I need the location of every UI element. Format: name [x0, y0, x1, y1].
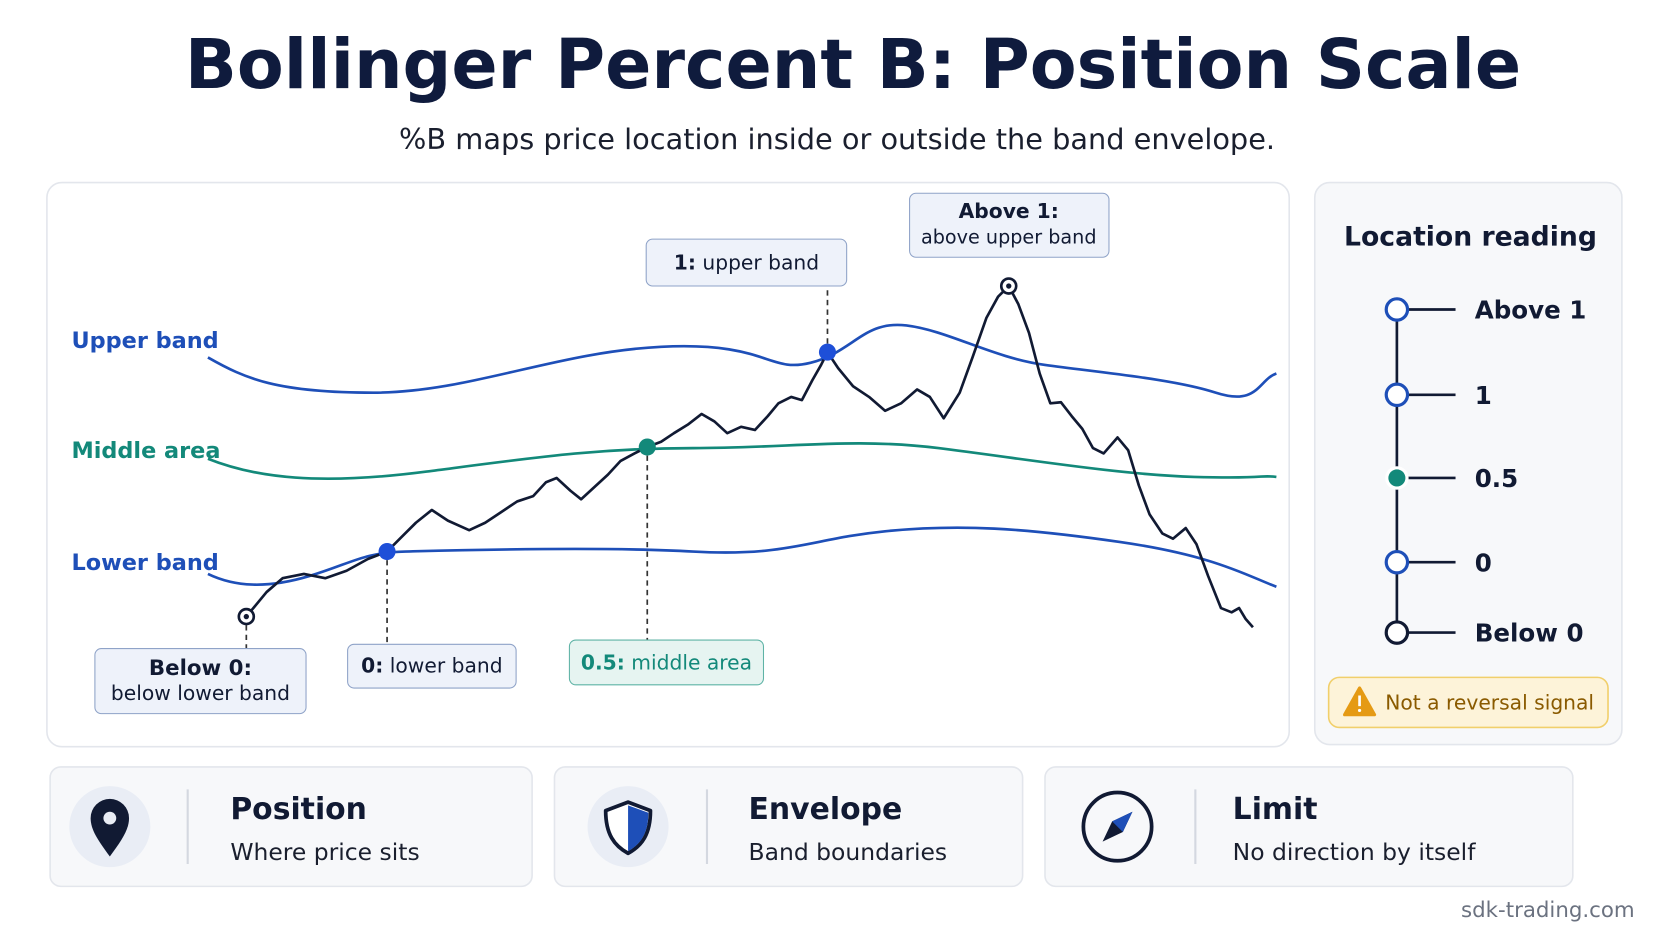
scale-label: 1: [1475, 381, 1492, 410]
scale-marker: [1384, 620, 1410, 645]
callout-text: upper band: [702, 250, 819, 274]
callout-box: [645, 238, 848, 287]
footer: sdk-trading.com: [1461, 898, 1635, 923]
callout: 0: lower band: [361, 653, 502, 677]
pin-icon: [90, 798, 130, 857]
card-text: Band boundaries: [749, 838, 948, 866]
compass-icon: [1081, 790, 1154, 863]
callout-box: [347, 643, 517, 689]
callout-text: below lower band: [111, 681, 290, 705]
callout-box: [94, 648, 307, 715]
scale-marker: [1384, 297, 1410, 322]
band-label: Lower band: [71, 550, 218, 576]
card: [1044, 766, 1574, 888]
pin-icon: [103, 811, 117, 825]
compass-icon: [1112, 811, 1133, 832]
callout: 1: upper band: [674, 250, 819, 274]
callout: 0.5: middle area: [581, 650, 752, 674]
warning-text: Not a reversal signal: [1385, 691, 1594, 715]
leader-lines: [245, 286, 829, 649]
lower-band-line: [207, 526, 1277, 588]
card: [49, 766, 533, 888]
card-title: Position: [230, 792, 367, 827]
scale-marker: [1388, 469, 1406, 487]
callout-text: above upper band: [921, 226, 1097, 249]
side-title: Location reading: [1344, 222, 1597, 253]
callout-key: 0:: [361, 653, 383, 677]
point-marker: [243, 613, 249, 620]
callout-text: middle area: [631, 650, 752, 674]
callout-key: 1:: [674, 250, 696, 274]
callout-key: 0.5:: [581, 650, 625, 674]
callout-key: Below 0:: [149, 656, 252, 681]
callout-text: lower band: [390, 653, 503, 677]
middle-line: [207, 442, 1277, 481]
callout-box: [909, 192, 1110, 258]
subtitle: %B maps price location inside or outside…: [399, 122, 1275, 156]
point-marker: [638, 438, 656, 456]
title: Bollinger Percent B: Position Scale: [185, 26, 1521, 105]
card-text: No direction by itself: [1233, 838, 1477, 866]
side-panel: [1313, 181, 1623, 746]
chart-panel: [46, 181, 1290, 748]
upper-band-line: [207, 323, 1277, 398]
card-title: Envelope: [749, 792, 903, 827]
scale-marker: [1384, 549, 1410, 575]
callout-box: [568, 639, 765, 686]
card-title: Limit: [1233, 792, 1318, 827]
card-text: Where price sits: [230, 838, 419, 866]
callout-key: Above 1:: [959, 199, 1059, 223]
shield-icon: [628, 805, 649, 852]
scale-marker: [1384, 382, 1410, 408]
scale-label: 0: [1475, 548, 1492, 577]
warning-icon: [1357, 708, 1362, 713]
point-marker: [1006, 283, 1012, 289]
band-label: Middle area: [71, 438, 220, 464]
scale-label: Above 1: [1475, 296, 1587, 325]
scale: Above 1 1 0.5 0 Below 0: [1384, 296, 1587, 648]
warning-box: [1327, 676, 1609, 729]
point-marker: [378, 543, 396, 561]
price-line: [245, 284, 1254, 629]
scale-label: 0.5: [1475, 464, 1518, 493]
band-label: Upper band: [71, 328, 218, 354]
card: [553, 766, 1024, 888]
point-marker: [818, 343, 836, 361]
scale-label: Below 0: [1475, 619, 1584, 648]
